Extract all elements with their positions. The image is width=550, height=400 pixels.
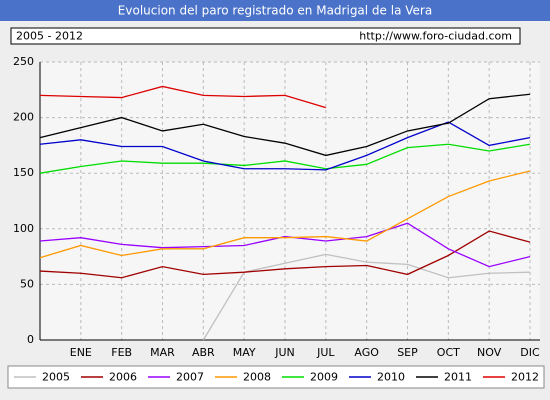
plot-area <box>40 62 540 340</box>
x-tick-label: SEP <box>397 346 418 359</box>
x-tick-label: ENE <box>70 346 92 359</box>
x-tick-label: JUN <box>274 346 295 359</box>
period: 2005 - 2012 <box>16 30 83 43</box>
series-line <box>39 143 531 174</box>
x-tick-label: NOV <box>477 346 502 359</box>
x-tick-label: AGO <box>354 346 379 359</box>
legend <box>7 365 545 389</box>
legend-label: 2011 <box>444 371 472 384</box>
chart-title: Evolucion del paro registrado en Madriga… <box>118 4 432 18</box>
y-tick-label: 250 <box>13 55 34 68</box>
x-tick-label: JUL <box>316 346 335 359</box>
legend-label: 2007 <box>176 371 204 384</box>
x-tick-label: MAR <box>150 346 175 359</box>
legend-label: 2008 <box>243 371 271 384</box>
legend-label: 2009 <box>310 371 338 384</box>
title-bar <box>0 0 550 21</box>
series-line <box>39 85 327 109</box>
x-tick-label: OCT <box>437 346 460 359</box>
y-tick-label: 0 <box>27 333 34 346</box>
x-tick-label: MAY <box>233 346 256 359</box>
legend-label: 2010 <box>377 371 405 384</box>
legend-label: 2005 <box>42 371 70 384</box>
info-box <box>10 27 521 45</box>
series-line <box>202 253 531 341</box>
y-tick-label: 200 <box>13 111 34 124</box>
legend-label: 2012 <box>511 371 539 384</box>
x-tick-label: DIC <box>520 346 540 359</box>
series-line <box>39 230 531 279</box>
y-tick-label: 50 <box>20 277 34 290</box>
series-line <box>39 121 531 171</box>
x-tick-label: FEB <box>111 346 132 359</box>
y-tick-label: 100 <box>13 222 34 235</box>
legend-label: 2006 <box>109 371 137 384</box>
series-line <box>39 170 531 259</box>
series-line <box>39 222 531 268</box>
series-line <box>39 93 531 157</box>
url: http://www.foro-ciudad.com <box>359 30 512 43</box>
y-tick-label: 150 <box>13 166 34 179</box>
x-tick-label: ABR <box>192 346 215 359</box>
